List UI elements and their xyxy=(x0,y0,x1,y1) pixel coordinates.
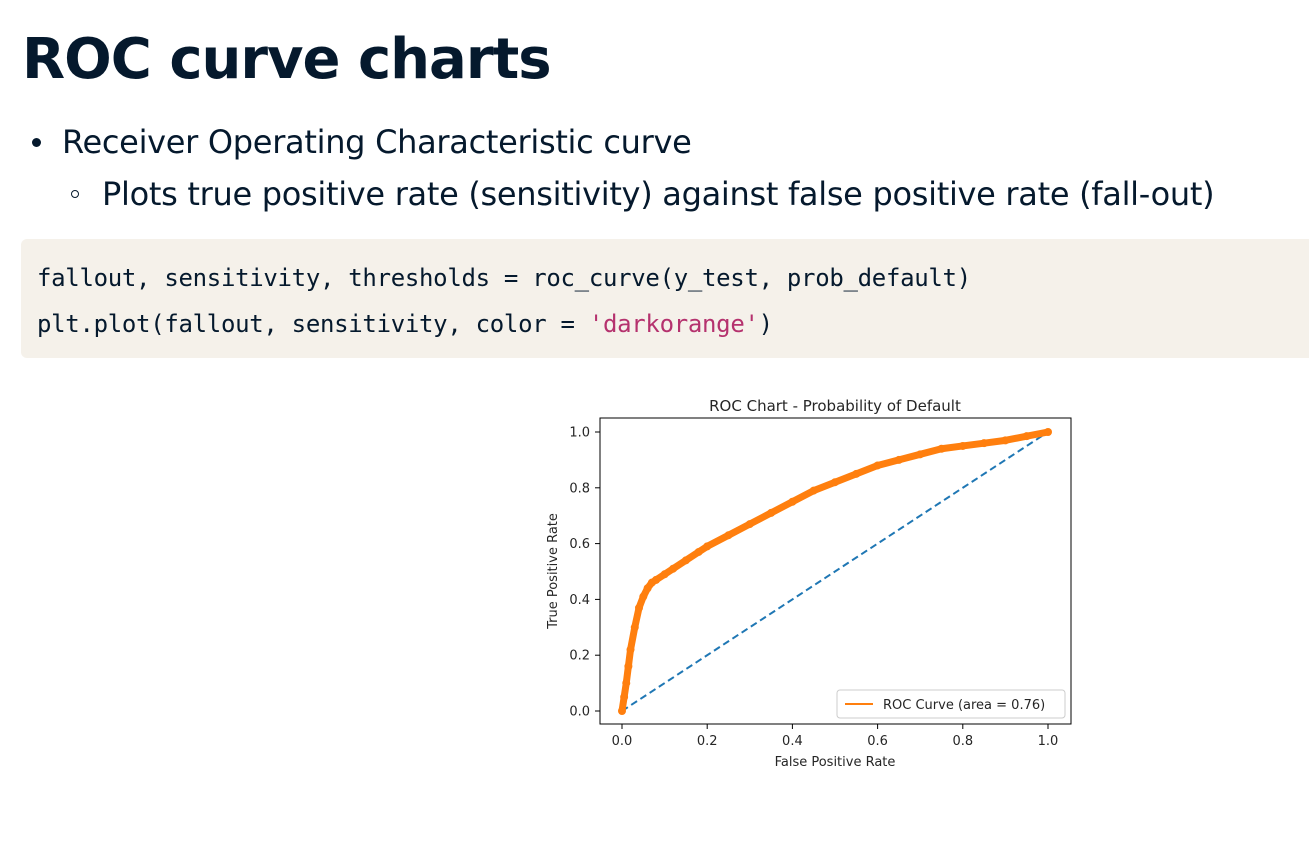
roc-point xyxy=(703,542,712,551)
y-tick-label: 0.8 xyxy=(569,481,590,496)
roc-point xyxy=(916,450,925,459)
code-block: fallout, sensitivity, thresholds = roc_c… xyxy=(21,239,1309,358)
roc-point xyxy=(745,520,754,529)
roc-point xyxy=(724,531,733,540)
x-axis-label: False Positive Rate xyxy=(775,755,896,770)
roc-point xyxy=(788,497,797,506)
roc-point xyxy=(980,439,989,448)
roc-point xyxy=(618,707,626,715)
code-line-2: plt.plot(fallout, sensitivity, color = '… xyxy=(37,301,1309,347)
roc-point xyxy=(831,478,839,487)
roc-point xyxy=(624,662,633,671)
roc-point xyxy=(873,461,882,470)
roc-point xyxy=(626,645,635,654)
roc-point xyxy=(635,603,644,612)
code-string-literal: 'darkorange' xyxy=(588,310,759,338)
roc-point xyxy=(767,508,776,517)
x-tick-label: 0.6 xyxy=(867,734,888,749)
roc-chart: ROC Chart - Probability of Default 0.0 0.… xyxy=(540,390,1080,780)
roc-point xyxy=(852,469,861,478)
roc-point xyxy=(652,575,661,584)
x-tick-label: 0.4 xyxy=(782,734,803,749)
roc-point xyxy=(937,444,946,453)
x-tick-label: 0.2 xyxy=(697,734,718,749)
y-tick-label: 0.2 xyxy=(569,649,590,664)
roc-point xyxy=(639,592,648,601)
roc-point xyxy=(894,455,903,464)
roc-point xyxy=(694,547,703,556)
bullet-receiver-operating: Receiver Operating Characteristic curve xyxy=(30,120,1214,164)
roc-point xyxy=(809,486,818,495)
roc-point xyxy=(622,679,631,688)
roc-point xyxy=(958,441,967,450)
x-tick-label: 0.0 xyxy=(612,734,633,749)
y-tick-label: 0.6 xyxy=(569,537,590,552)
x-tick-label: 1.0 xyxy=(1038,734,1059,749)
roc-point xyxy=(620,693,629,702)
roc-point xyxy=(681,556,690,565)
roc-chart-svg: ROC Chart - Probability of Default 0.0 0.… xyxy=(546,397,1072,770)
legend-label-roc: ROC Curve (area = 0.76) xyxy=(883,698,1045,713)
x-axis: 0.0 0.2 0.4 0.6 0.8 1.0 xyxy=(612,724,1059,749)
bullet-list: Receiver Operating Characteristic curve … xyxy=(30,120,1215,216)
legend-box xyxy=(836,689,1066,719)
series-layer xyxy=(618,428,1052,715)
code-line-2-suffix: ) xyxy=(758,310,773,338)
roc-point xyxy=(1044,428,1052,436)
y-tick-label: 0.4 xyxy=(569,593,590,608)
code-line-2-prefix: plt.plot(fallout, sensitivity, color = xyxy=(37,310,589,338)
roc-point xyxy=(643,584,652,593)
slide-title: ROC curve charts xyxy=(22,27,552,92)
roc-point xyxy=(669,564,678,573)
legend: ROC Curve (area = 0.76) xyxy=(836,689,1066,719)
roc-point xyxy=(1022,432,1031,441)
roc-point xyxy=(1001,436,1010,445)
x-tick-label: 0.8 xyxy=(952,734,973,749)
sub-bullet-plots: Plots true positive rate (sensitivity) a… xyxy=(30,172,1215,216)
y-axis: 0.0 0.2 0.4 0.6 0.8 1.0 xyxy=(569,426,600,720)
roc-point xyxy=(660,570,669,579)
reference-line xyxy=(621,431,1049,712)
y-axis-label: True Positive Rate xyxy=(546,513,561,630)
roc-point xyxy=(630,623,639,632)
y-tick-label: 1.0 xyxy=(569,426,590,441)
chart-title: ROC Chart - Probability of Default xyxy=(709,397,961,415)
y-tick-label: 0.0 xyxy=(569,705,590,720)
code-line-1: fallout, sensitivity, thresholds = roc_c… xyxy=(37,264,971,292)
